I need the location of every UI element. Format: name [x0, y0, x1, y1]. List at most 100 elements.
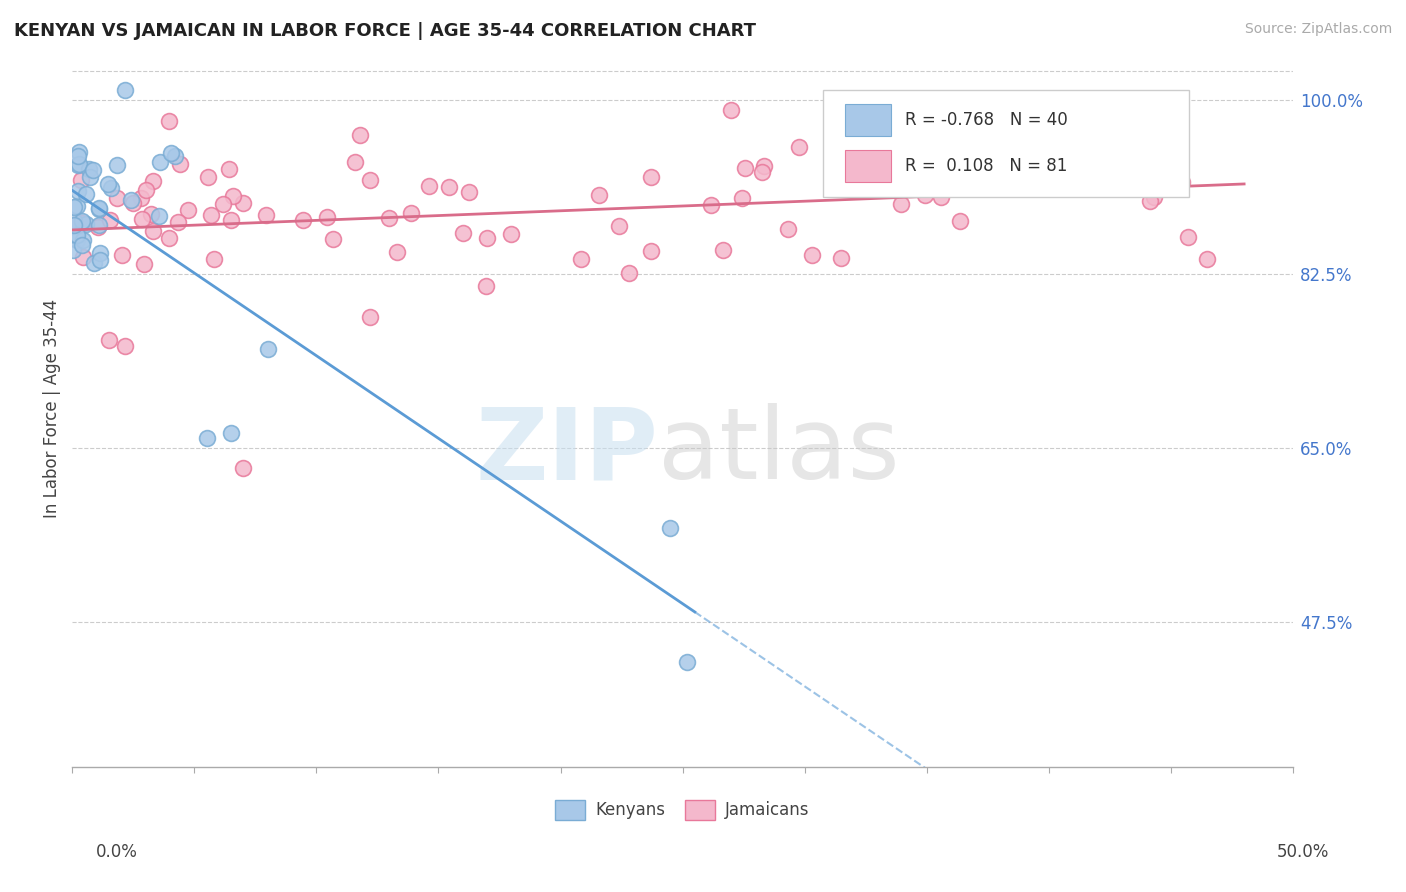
Point — [67, 158, 90, 172]
Point — [890, 197, 912, 211]
Point — [359, 173, 381, 187]
Point — [132, 257, 155, 271]
Point — [195, 432, 218, 446]
Text: 50.0%: 50.0% — [1277, 843, 1329, 861]
Point — [254, 208, 277, 222]
Point — [72, 237, 94, 252]
Point — [451, 226, 474, 240]
Point — [70, 216, 93, 230]
Point — [163, 149, 186, 163]
Point — [1143, 190, 1166, 204]
Point — [1098, 127, 1121, 141]
Point — [79, 169, 101, 184]
Point — [75, 217, 97, 231]
Point — [291, 212, 314, 227]
Point — [77, 162, 100, 177]
Point — [607, 219, 630, 233]
Point — [67, 217, 90, 231]
Point — [1108, 150, 1130, 164]
Legend: Kenyans, Jamaicans: Kenyans, Jamaicans — [548, 794, 817, 826]
Point — [177, 203, 200, 218]
Point — [378, 211, 401, 226]
Point — [67, 184, 90, 198]
Point — [63, 200, 86, 214]
Point — [66, 149, 89, 163]
Point — [97, 178, 120, 192]
Point — [499, 227, 522, 241]
Point — [75, 187, 97, 202]
Point — [218, 162, 240, 177]
Point — [316, 211, 339, 225]
Point — [202, 252, 225, 267]
Point — [418, 178, 440, 193]
Point — [105, 157, 128, 171]
Point — [72, 214, 94, 228]
Point — [751, 164, 773, 178]
Point — [83, 256, 105, 270]
Point — [1139, 194, 1161, 208]
Point — [700, 198, 723, 212]
Point — [344, 154, 367, 169]
Point — [62, 243, 84, 257]
Point — [169, 157, 191, 171]
Point — [121, 196, 143, 211]
Point — [212, 197, 235, 211]
Point — [111, 248, 134, 262]
Point — [142, 224, 165, 238]
Point — [929, 190, 952, 204]
Point — [477, 230, 499, 244]
Point — [114, 83, 136, 97]
Point — [114, 339, 136, 353]
Point — [914, 188, 936, 202]
Point — [72, 250, 94, 264]
Y-axis label: In Labor Force | Age 35-44: In Labor Force | Age 35-44 — [44, 299, 60, 518]
Point — [219, 213, 242, 227]
Bar — [845, 103, 891, 136]
Point — [120, 193, 142, 207]
Text: R =  0.108   N = 81: R = 0.108 N = 81 — [904, 157, 1067, 175]
Point — [157, 230, 180, 244]
Point — [160, 145, 183, 160]
Point — [256, 342, 278, 356]
Point — [1130, 102, 1153, 116]
Point — [148, 209, 170, 223]
Point — [830, 251, 852, 265]
Point — [617, 266, 640, 280]
Text: R = -0.768   N = 40: R = -0.768 N = 40 — [904, 111, 1067, 128]
Point — [86, 220, 108, 235]
Point — [711, 243, 734, 257]
Text: ZIP: ZIP — [475, 403, 658, 500]
Point — [1171, 175, 1194, 189]
Text: 0.0%: 0.0% — [96, 843, 138, 861]
Point — [131, 212, 153, 227]
Point — [72, 233, 94, 247]
Point — [475, 279, 498, 293]
Point — [98, 213, 121, 227]
Point — [640, 244, 662, 259]
Point — [571, 252, 593, 267]
Text: KENYAN VS JAMAICAN IN LABOR FORCE | AGE 35-44 CORRELATION CHART: KENYAN VS JAMAICAN IN LABOR FORCE | AGE … — [14, 22, 756, 40]
Point — [200, 208, 222, 222]
Point — [89, 246, 111, 260]
Point — [349, 128, 371, 142]
Point — [322, 231, 344, 245]
Point — [949, 213, 972, 227]
Point — [89, 252, 111, 267]
Point — [399, 205, 422, 219]
Point — [232, 195, 254, 210]
Point — [149, 155, 172, 169]
Point — [87, 218, 110, 232]
Point — [359, 310, 381, 325]
Point — [1177, 230, 1199, 244]
FancyBboxPatch shape — [823, 90, 1189, 197]
Point — [219, 426, 242, 441]
Point — [129, 191, 152, 205]
Point — [63, 214, 86, 228]
Point — [62, 218, 84, 232]
Point — [69, 172, 91, 186]
Point — [588, 188, 610, 202]
Point — [734, 161, 756, 176]
Point — [67, 157, 90, 171]
Point — [139, 207, 162, 221]
Point — [1090, 164, 1112, 178]
